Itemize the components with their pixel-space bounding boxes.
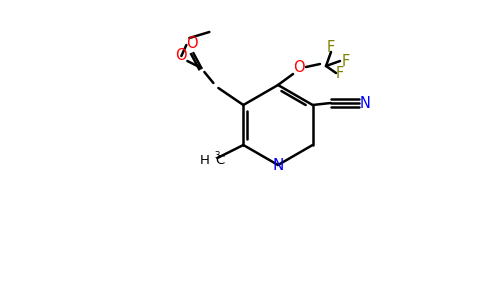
Text: F: F bbox=[336, 67, 344, 82]
Text: 3: 3 bbox=[210, 151, 221, 160]
Text: F: F bbox=[327, 40, 335, 56]
Text: H: H bbox=[199, 154, 210, 166]
Text: O: O bbox=[293, 61, 305, 76]
Text: N: N bbox=[272, 158, 284, 173]
Text: N: N bbox=[359, 95, 370, 110]
Text: O: O bbox=[186, 37, 198, 52]
Text: C: C bbox=[215, 154, 225, 166]
Text: F: F bbox=[342, 53, 350, 68]
Text: O: O bbox=[176, 49, 187, 64]
